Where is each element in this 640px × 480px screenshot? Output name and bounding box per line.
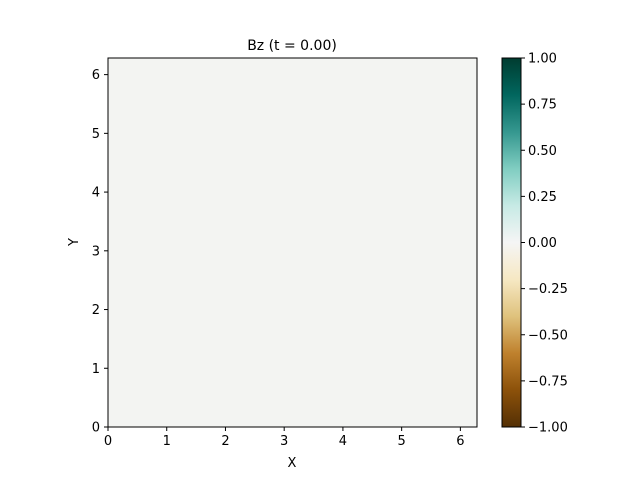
y-tick-label: 1 (92, 362, 100, 377)
y-tick-label: 2 (92, 303, 100, 318)
x-axis-ticks: 0 1 2 3 4 5 6 (104, 427, 465, 449)
colorbar-ticks: −1.00 −0.75 −0.50 −0.25 0.00 0.25 0.50 0.75 1.00 (521, 52, 568, 436)
colorbar-tick-label: 0.00 (528, 236, 557, 251)
colorbar-tick-label: 0.75 (528, 98, 557, 113)
colorbar-tick-label: 0.25 (528, 190, 557, 205)
y-axis-label: Y (67, 238, 82, 247)
x-tick-label: 6 (456, 434, 464, 449)
colorbar-tick-label: 0.50 (528, 144, 557, 159)
colorbar-tick-label: −0.25 (528, 282, 568, 297)
x-tick-label: 0 (104, 434, 112, 449)
colorbar-tick-label: −0.75 (528, 374, 568, 389)
colorbar-tick-label: −0.50 (528, 328, 568, 343)
x-tick-label: 2 (221, 434, 229, 449)
y-tick-label: 6 (92, 68, 100, 83)
colorbar-tick-label: −1.00 (528, 421, 568, 436)
x-tick-label: 5 (398, 434, 406, 449)
colorbar-tick-label: 1.00 (528, 52, 557, 67)
x-axis-label: X (288, 456, 297, 471)
y-tick-label: 4 (92, 186, 100, 201)
y-axis-ticks: 0 1 2 3 4 5 6 (92, 68, 108, 436)
x-tick-label: 1 (163, 434, 171, 449)
x-tick-label: 4 (339, 434, 347, 449)
colorbar (501, 57, 522, 428)
chart-title: Bz (t = 0.00) (247, 38, 337, 54)
y-tick-label: 0 (92, 421, 100, 436)
plot-frame (107, 57, 478, 428)
y-tick-label: 3 (92, 244, 100, 259)
x-tick-label: 3 (280, 434, 288, 449)
y-tick-label: 5 (92, 127, 100, 142)
heatmap-field (108, 58, 477, 427)
